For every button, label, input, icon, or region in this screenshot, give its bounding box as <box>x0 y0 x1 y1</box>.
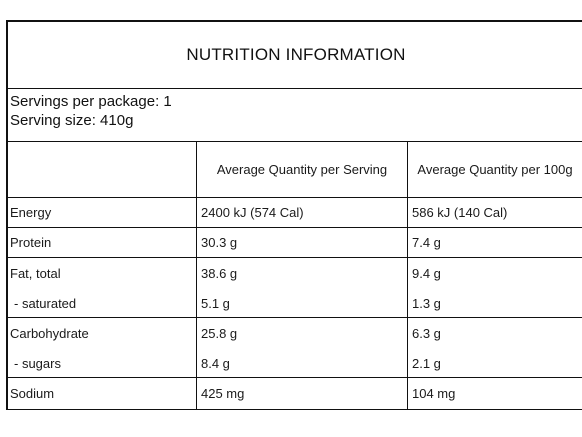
row-per-serving: 425 mg <box>196 378 407 409</box>
title-divider <box>8 88 582 89</box>
table-row-fat: Fat, total - saturated 38.6 g 5.1 g 9.4 … <box>8 257 582 317</box>
header-per-serving: Average Quantity per Serving <box>196 142 407 197</box>
row-label: Fat, total <box>10 265 61 281</box>
row-per-100g: 6.3 g <box>412 325 441 341</box>
row-sub-label: - sugars <box>14 355 61 371</box>
serving-info: Servings per package: 1 Serving size: 41… <box>10 92 172 130</box>
table-row-carbohydrate: Carbohydrate - sugars 25.8 g 8.4 g 6.3 g… <box>8 317 582 377</box>
nutrition-panel: NUTRITION INFORMATION Servings per packa… <box>6 20 582 410</box>
row-sub-per-serving: 5.1 g <box>201 295 230 311</box>
row-per-100g: 7.4 g <box>407 228 582 257</box>
table-header-row: Average Quantity per Serving Average Qua… <box>8 141 582 197</box>
table-row-sodium: Sodium 425 mg 104 mg <box>8 377 582 409</box>
row-label: Sodium <box>10 386 55 401</box>
row-sub-per-100g: 2.1 g <box>412 355 441 371</box>
row-per-100g: 104 mg <box>407 378 582 409</box>
panel-title: NUTRITION INFORMATION <box>186 45 406 64</box>
table-row-protein: Protein 30.3 g 7.4 g <box>8 227 582 257</box>
row-label: Energy <box>10 205 52 220</box>
row-per-100g: 586 kJ (140 Cal) <box>407 198 582 227</box>
servings-per-package: Servings per package: 1 <box>10 93 172 110</box>
header-blank-cell <box>8 142 196 197</box>
row-per-serving: 2400 kJ (574 Cal) <box>196 198 407 227</box>
serving-size: Serving size: 410g <box>10 112 134 129</box>
row-sub-label: - saturated <box>14 295 77 311</box>
row-per-serving: 30.3 g <box>196 228 407 257</box>
row-per-100g: 9.4 g <box>412 265 441 281</box>
header-per-100g: Average Quantity per 100g <box>407 142 582 197</box>
table-row-energy: Energy 2400 kJ (574 Cal) 586 kJ (140 Cal… <box>8 197 582 227</box>
row-per-serving: 25.8 g <box>201 325 238 341</box>
row-sub-per-100g: 1.3 g <box>412 295 441 311</box>
row-per-serving: 38.6 g <box>201 265 238 281</box>
row-label: Protein <box>10 235 52 250</box>
nutrition-table: Average Quantity per Serving Average Qua… <box>8 141 582 411</box>
row-label: Carbohydrate <box>10 325 89 341</box>
row-sub-per-serving: 8.4 g <box>201 355 230 371</box>
